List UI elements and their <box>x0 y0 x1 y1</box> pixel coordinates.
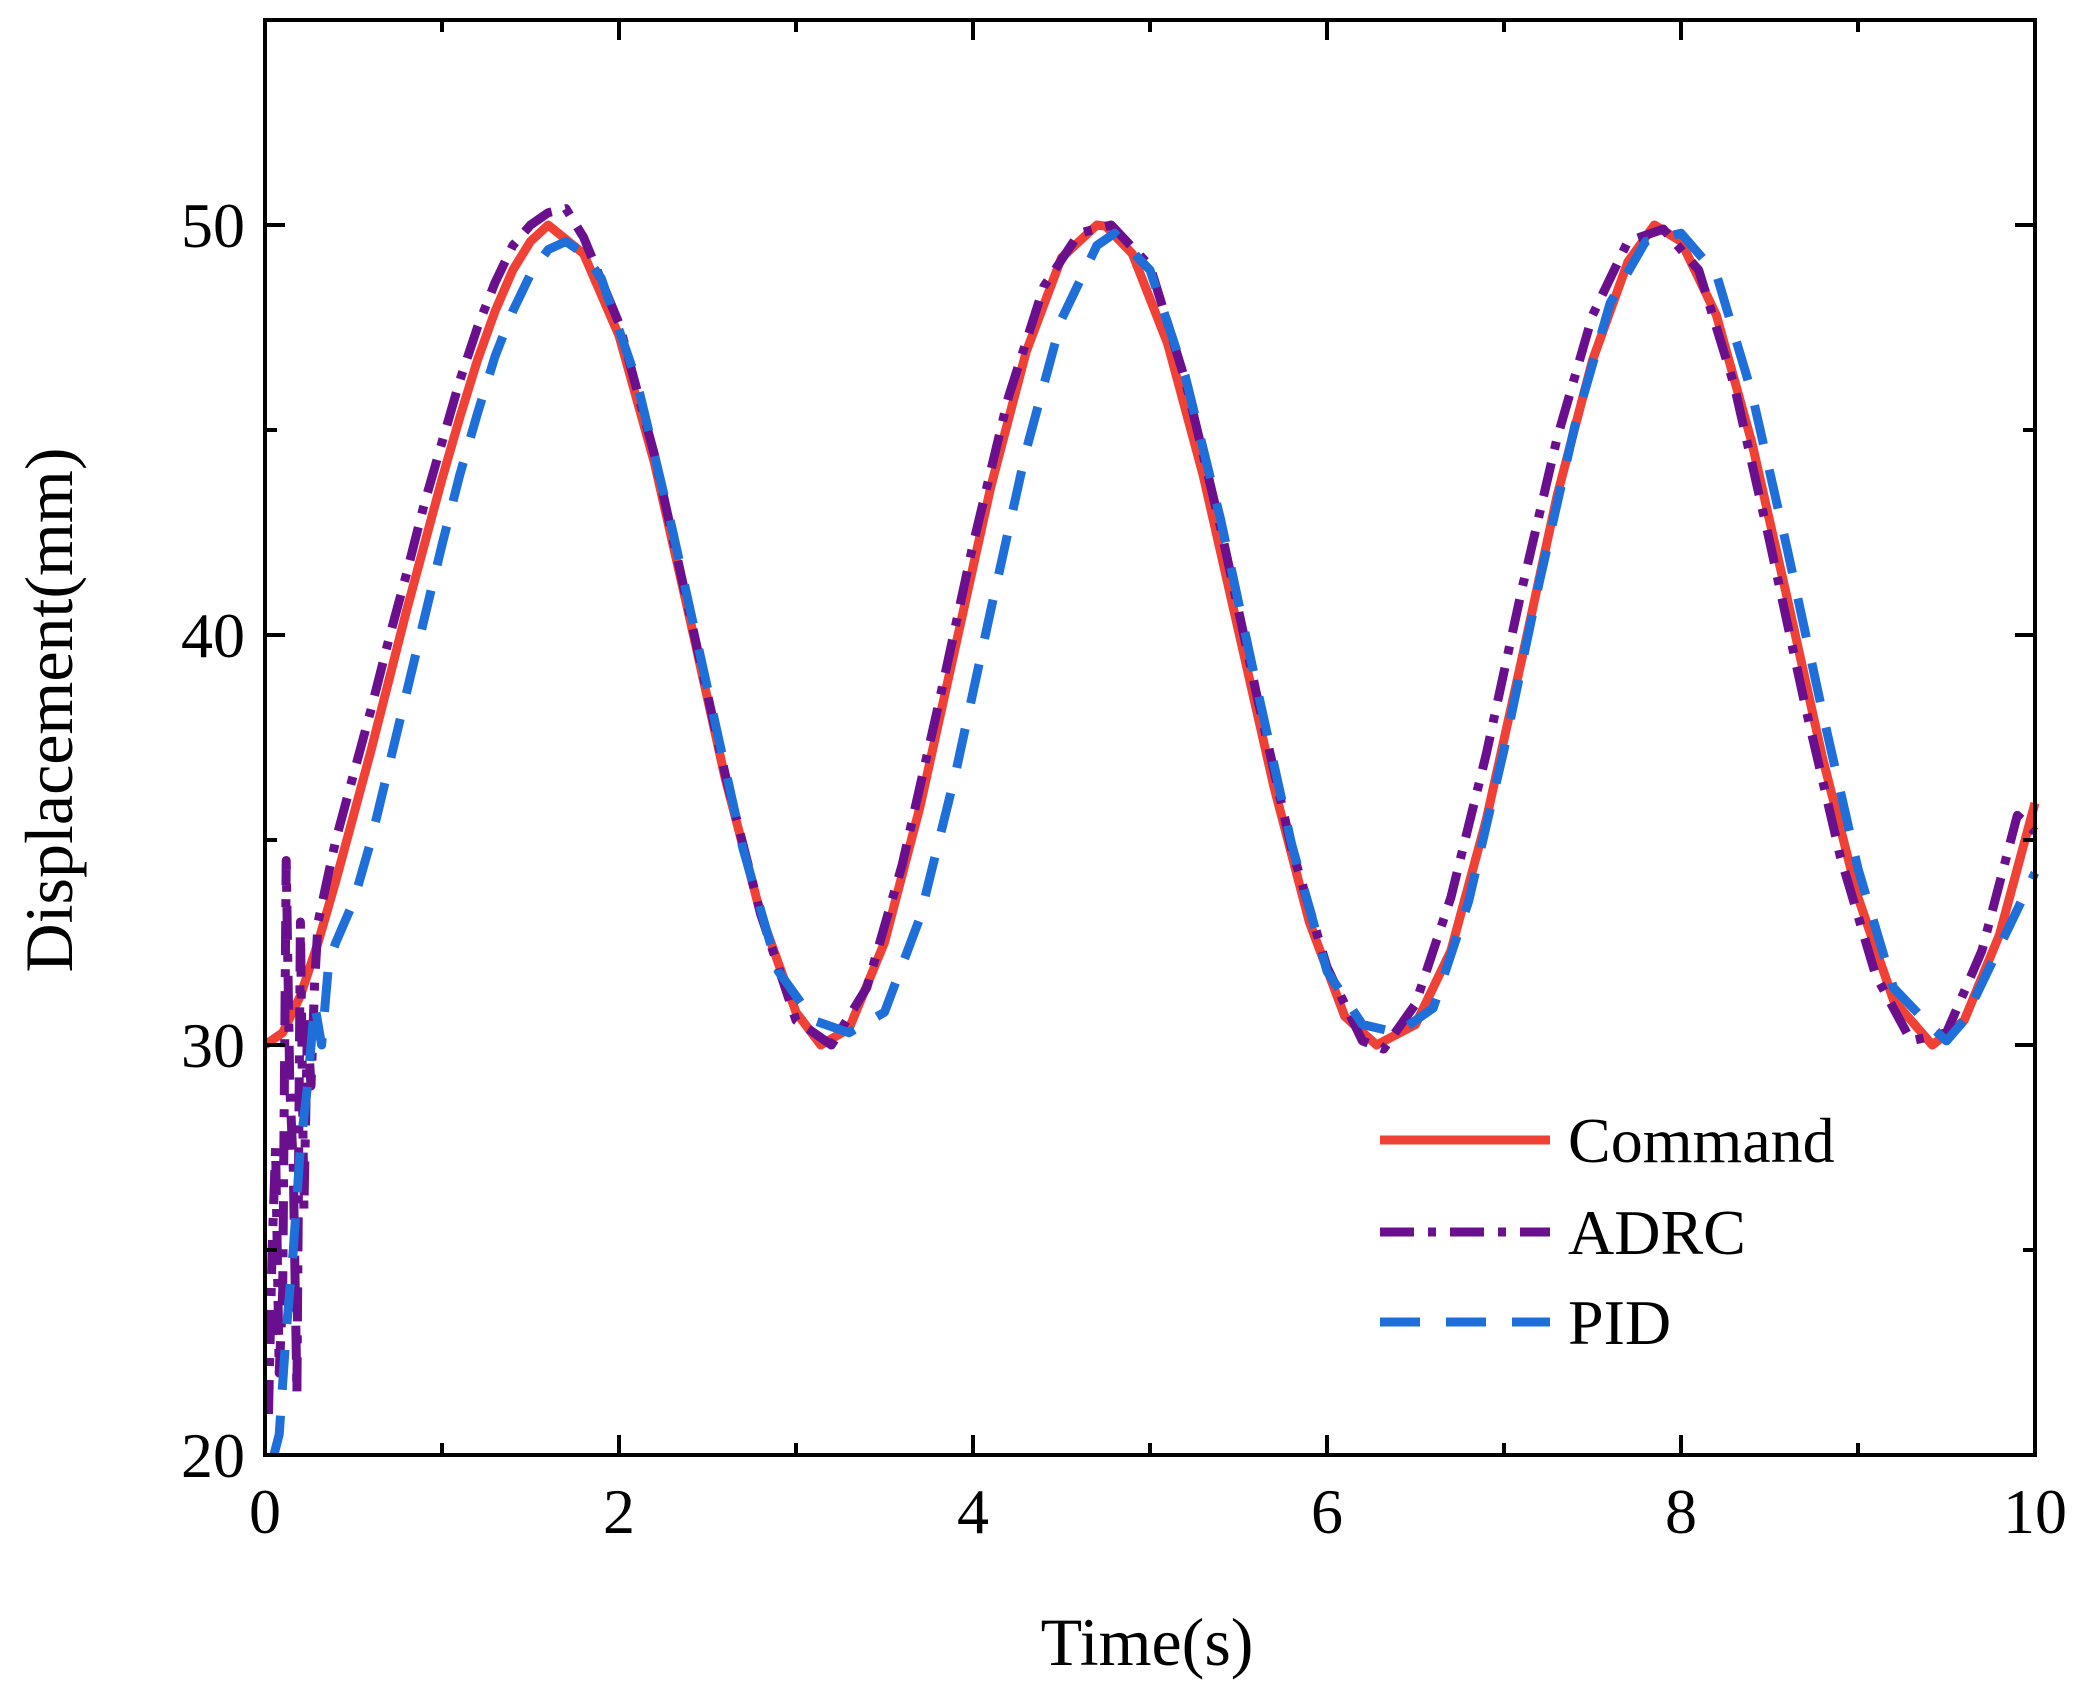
x-tick-label: 0 <box>249 1476 281 1547</box>
plot-frame <box>263 18 2037 1457</box>
series-line-adrc <box>264 204 2039 1415</box>
x-tick-label: 6 <box>1311 1476 1343 1547</box>
y-tick-label: 30 <box>181 1010 245 1081</box>
series-layer <box>262 204 2040 1457</box>
x-axis-title: Time(s) <box>1041 1604 1254 1680</box>
y-tick-label: 50 <box>181 190 245 261</box>
y-tick-label: 40 <box>181 600 245 671</box>
y-axis-title: Displacement(mm) <box>11 448 87 973</box>
legend-label-pid: PID <box>1568 1287 1671 1358</box>
legend-label-command: Command <box>1568 1105 1835 1176</box>
legend-label-adrc: ADRC <box>1568 1197 1746 1268</box>
legend: Command ADRC PID <box>1380 1105 1835 1358</box>
x-tick-label: 8 <box>1665 1476 1697 1547</box>
series-line-command <box>262 220 2040 1050</box>
plot-area: 0 2 4 6 8 10 20 30 40 50 <box>181 18 2067 1547</box>
x-tick-label: 4 <box>957 1476 989 1547</box>
x-tick-label: 10 <box>2003 1476 2067 1547</box>
series-line-pid <box>269 228 2040 1457</box>
y-tick-label: 20 <box>181 1420 245 1491</box>
ticks-layer: 0 2 4 6 8 10 20 30 40 50 <box>181 18 2067 1547</box>
x-tick-label: 2 <box>603 1476 635 1547</box>
